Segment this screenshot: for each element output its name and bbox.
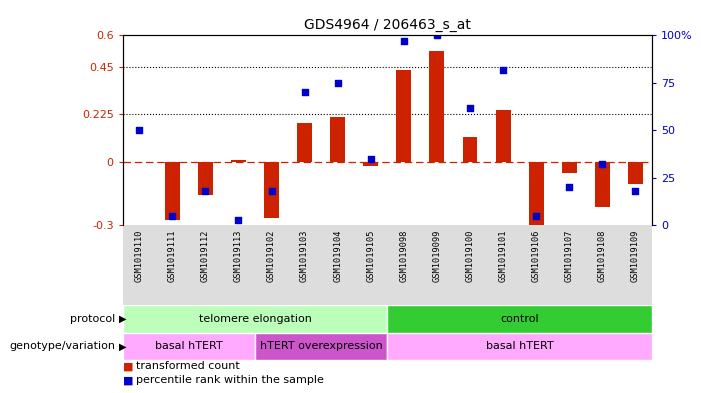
Text: GSM1019108: GSM1019108 — [598, 229, 607, 282]
Point — [498, 66, 509, 73]
Bar — [529, 162, 543, 233]
Bar — [198, 162, 213, 195]
Text: GSM1019109: GSM1019109 — [631, 229, 640, 282]
Text: GSM1019112: GSM1019112 — [201, 229, 210, 282]
Point — [200, 188, 211, 194]
Text: telomere elongation: telomere elongation — [198, 314, 311, 324]
Text: GSM1019100: GSM1019100 — [465, 229, 475, 282]
Point — [431, 32, 442, 39]
Point — [167, 213, 178, 219]
Text: basal hTERT: basal hTERT — [155, 342, 223, 351]
Text: ▶: ▶ — [119, 342, 127, 351]
Point — [134, 127, 145, 134]
Text: GSM1019106: GSM1019106 — [531, 229, 540, 282]
Point — [299, 89, 311, 95]
Text: GSM1019102: GSM1019102 — [267, 229, 276, 282]
Point — [564, 184, 575, 191]
Text: GSM1019098: GSM1019098 — [400, 229, 409, 282]
Title: GDS4964 / 206463_s_at: GDS4964 / 206463_s_at — [304, 18, 471, 31]
Point — [332, 80, 343, 86]
Bar — [264, 162, 279, 218]
Bar — [123, 305, 387, 332]
Bar — [123, 332, 255, 360]
Text: transformed count: transformed count — [136, 362, 240, 371]
Text: GSM1019104: GSM1019104 — [333, 229, 342, 282]
Text: GSM1019107: GSM1019107 — [565, 229, 573, 282]
Point — [398, 38, 409, 44]
Text: control: control — [501, 314, 539, 324]
Bar — [297, 123, 312, 162]
Text: ■: ■ — [123, 375, 133, 385]
Bar — [255, 332, 387, 360]
Point — [531, 213, 542, 219]
Bar — [330, 117, 345, 162]
Bar — [463, 137, 477, 162]
Bar — [496, 110, 510, 162]
Text: genotype/variation: genotype/variation — [10, 342, 116, 351]
Text: GSM1019101: GSM1019101 — [498, 229, 508, 282]
Text: basal hTERT: basal hTERT — [486, 342, 554, 351]
Text: GSM1019105: GSM1019105 — [366, 229, 375, 282]
Text: protocol: protocol — [70, 314, 116, 324]
Bar — [231, 160, 246, 162]
Bar — [562, 162, 577, 173]
Bar — [396, 70, 411, 162]
Bar — [430, 51, 444, 162]
Text: GSM1019111: GSM1019111 — [168, 229, 177, 282]
Bar — [387, 305, 652, 332]
Point — [266, 188, 277, 194]
Bar — [628, 162, 643, 184]
Point — [233, 217, 244, 223]
Bar — [165, 162, 179, 220]
Text: hTERT overexpression: hTERT overexpression — [260, 342, 383, 351]
Text: GSM1019110: GSM1019110 — [135, 229, 144, 282]
Point — [464, 105, 475, 111]
Bar — [363, 162, 379, 166]
Text: GSM1019103: GSM1019103 — [300, 229, 309, 282]
Point — [365, 156, 376, 162]
Text: GSM1019113: GSM1019113 — [234, 229, 243, 282]
Text: ■: ■ — [123, 362, 133, 371]
Point — [629, 188, 641, 194]
Point — [597, 162, 608, 168]
Bar — [595, 162, 610, 208]
Text: ▶: ▶ — [119, 314, 127, 324]
Bar — [387, 332, 652, 360]
Text: percentile rank within the sample: percentile rank within the sample — [136, 375, 324, 385]
Text: GSM1019099: GSM1019099 — [433, 229, 442, 282]
